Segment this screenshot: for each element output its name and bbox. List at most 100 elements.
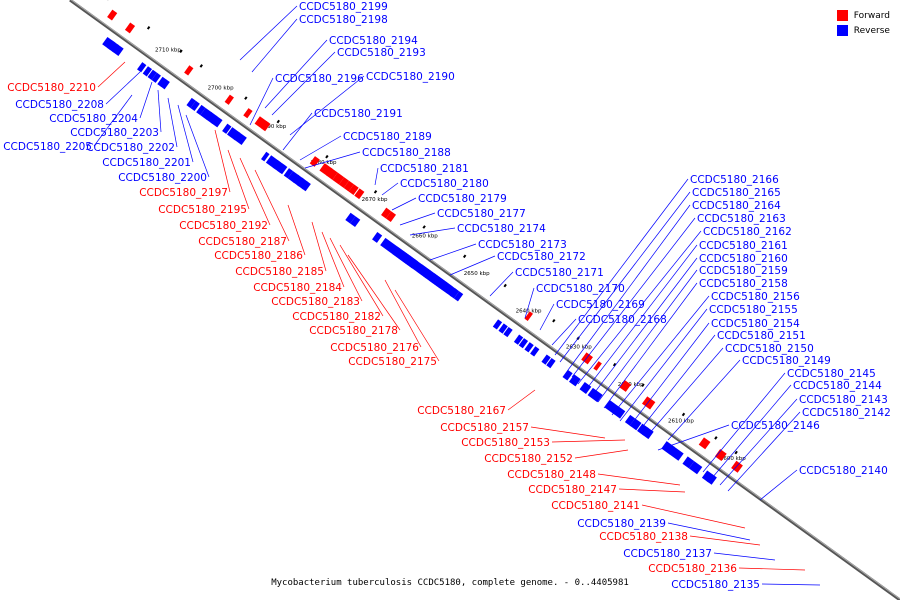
leader-line xyxy=(157,89,162,133)
tick-label: 2650 kbp xyxy=(464,271,490,277)
reverse-gene-glyph xyxy=(513,334,524,345)
forward-gene-label: CCDC5180_2175 xyxy=(348,356,437,368)
reverse-gene-label: CCDC5180_2165 xyxy=(692,187,781,199)
forward-gene-label: CCDC5180_2167 xyxy=(417,405,506,417)
forward-swatch xyxy=(836,10,848,21)
forward-gene-glyph xyxy=(714,449,727,462)
reverse-gene-label: CCDC5180_2191 xyxy=(314,108,403,120)
feature-mark xyxy=(714,436,718,440)
tick-label: 2600 kbp xyxy=(720,456,746,462)
reverse-gene-glyph xyxy=(568,374,581,387)
reverse-gene-glyph xyxy=(151,72,161,83)
reverse-gene-label: CCDC5180_2164 xyxy=(692,200,781,212)
leader-line xyxy=(399,212,436,226)
reverse-gene-label: CCDC5180_2202 xyxy=(86,142,175,154)
forward-gene-label: CCDC5180_2176 xyxy=(330,342,419,354)
reverse-gene-glyph xyxy=(222,123,232,134)
reverse-gene-glyph xyxy=(350,216,361,228)
feature-mark xyxy=(199,64,203,68)
tick-label: 2690 kbp xyxy=(260,124,286,130)
reverse-gene-label: CCDC5180_2169 xyxy=(556,299,645,311)
leader-line xyxy=(618,488,686,493)
leader-line xyxy=(727,411,801,492)
reverse-gene-label: CCDC5180_2204 xyxy=(49,113,138,125)
leader-line xyxy=(539,303,555,331)
forward-gene-label: CCDC5180_2195 xyxy=(158,204,247,216)
forward-gene-label: CCDC5180_2182 xyxy=(292,311,381,323)
forward-gene-label: CCDC5180_2153 xyxy=(461,437,550,449)
reverse-gene-glyph xyxy=(292,174,305,187)
leader-line xyxy=(384,279,422,348)
forward-gene-glyph xyxy=(107,9,118,21)
forward-gene-glyph xyxy=(524,311,533,322)
leader-line xyxy=(329,237,363,302)
leader-line xyxy=(429,243,477,261)
forward-gene-glyph xyxy=(348,184,359,196)
leader-line xyxy=(667,359,741,441)
reverse-gene-glyph xyxy=(444,284,457,297)
leader-line xyxy=(577,230,702,385)
reverse-gene-label: CCDC5180_2159 xyxy=(699,265,788,277)
reverse-gene-glyph xyxy=(503,326,513,338)
leader-line xyxy=(105,71,141,105)
feature-mark xyxy=(503,283,507,288)
reverse-gene-label: CCDC5180_2155 xyxy=(709,304,798,316)
feature-mark xyxy=(734,450,738,455)
leader-line xyxy=(647,347,724,436)
reverse-gene-label: CCDC5180_2160 xyxy=(699,253,788,265)
reverse-gene-label: CCDC5180_2205 xyxy=(3,141,92,153)
forward-gene-label: CCDC5180_2148 xyxy=(507,469,596,481)
forward-gene-glyph xyxy=(243,108,253,119)
feature-mark xyxy=(244,96,248,100)
tick-label: 2680 kbp xyxy=(311,160,337,166)
reverse-gene-label: CCDC5180_2174 xyxy=(457,223,546,235)
leader-line xyxy=(711,384,792,479)
forward-gene-glyph xyxy=(619,379,632,392)
feature-mark xyxy=(552,318,556,323)
leader-line xyxy=(657,424,730,451)
leader-line xyxy=(299,135,342,161)
reverse-gene-glyph xyxy=(613,406,626,419)
reverse-gene-glyph xyxy=(205,111,218,124)
forward-gene-label: CCDC5180_2184 xyxy=(253,282,342,294)
forward-gene-glyph xyxy=(325,167,338,180)
leader-line xyxy=(449,255,496,276)
feature-mark xyxy=(641,383,645,387)
leader-line xyxy=(97,61,126,88)
reverse-gene-label: CCDC5180_2151 xyxy=(717,330,806,342)
reverse-gene-glyph xyxy=(701,470,714,483)
leader-line xyxy=(597,269,698,403)
reverse-gene-glyph xyxy=(629,418,642,431)
reverse-gene-glyph xyxy=(142,66,153,77)
forward-gene-glyph xyxy=(385,211,397,222)
forward-gene-label: CCDC5180_2183 xyxy=(271,296,360,308)
leader-line xyxy=(391,197,417,211)
reverse-gene-label: CCDC5180_2166 xyxy=(690,174,779,186)
reverse-gene-label: CCDC5180_2188 xyxy=(362,147,451,159)
leader-line xyxy=(713,552,776,561)
legend-reverse: Reverse xyxy=(836,23,890,38)
leader-line xyxy=(167,97,178,148)
forward-gene-glyph xyxy=(381,207,392,219)
reverse-gene-glyph xyxy=(492,319,503,330)
reverse-gene-glyph xyxy=(541,354,551,365)
leader-line xyxy=(271,51,336,116)
forward-gene-label: CCDC5180_2185 xyxy=(235,266,324,278)
reverse-gene-label: CCDC5180_2156 xyxy=(711,291,800,303)
reverse-gene-label: CCDC5180_2163 xyxy=(697,213,786,225)
reverse-gene-label: CCDC5180_2161 xyxy=(699,240,788,252)
leader-line xyxy=(489,271,514,297)
leader-line xyxy=(394,289,440,362)
reverse-gene-label: CCDC5180_2140 xyxy=(799,465,888,477)
reverse-gene-glyph xyxy=(160,79,170,90)
feature-mark xyxy=(373,190,378,194)
reverse-gene-label: CCDC5180_2162 xyxy=(703,226,792,238)
legend-forward: Forward xyxy=(836,8,890,23)
genome-axis xyxy=(69,0,900,600)
forward-gene-label: CCDC5180_2147 xyxy=(528,484,617,496)
forward-gene-label: CCDC5180_2192 xyxy=(179,220,268,232)
reverse-gene-glyph xyxy=(186,97,196,109)
reverse-gene-glyph xyxy=(287,171,300,184)
leader-line xyxy=(639,334,716,431)
leader-line xyxy=(507,389,536,411)
